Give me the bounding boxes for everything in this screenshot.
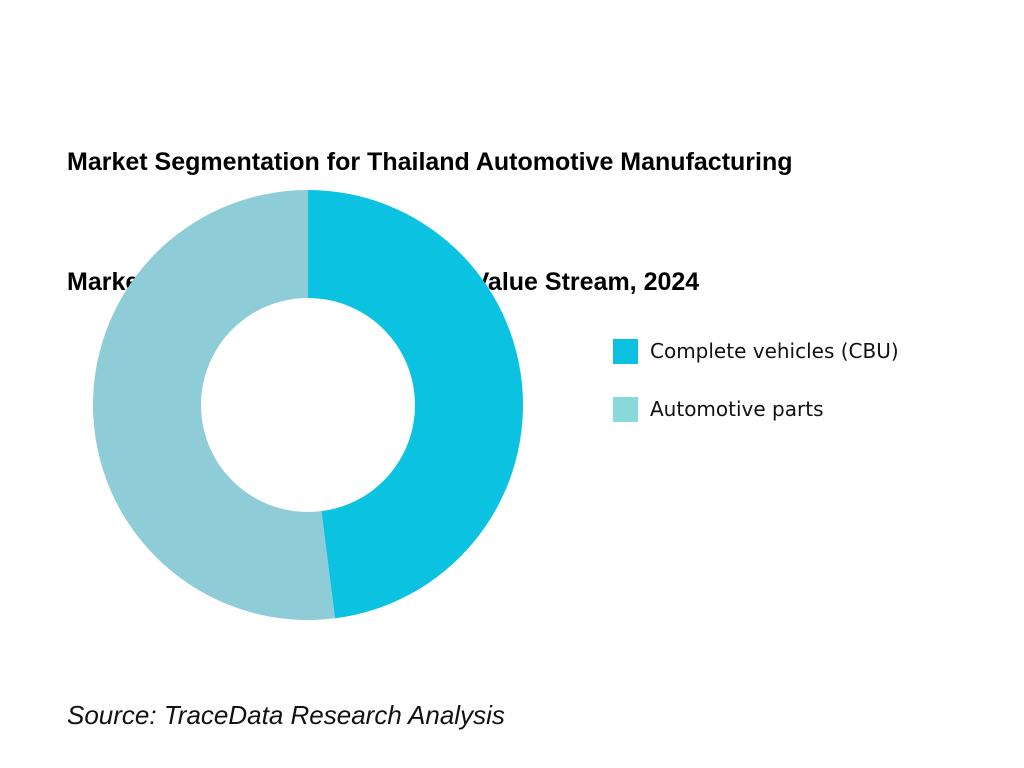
- chart-title-line-1: Market Segmentation for Thailand Automot…: [67, 148, 793, 176]
- donut-slice-1: [93, 190, 335, 620]
- legend-label: Complete vehicles (CBU): [650, 339, 899, 363]
- legend-label: Automotive parts: [650, 397, 824, 421]
- legend-item-parts: Automotive parts: [613, 394, 899, 424]
- source-note: Source: TraceData Research Analysis: [67, 700, 505, 730]
- legend: Complete vehicles (CBU) Automotive parts: [613, 336, 899, 452]
- legend-swatch: [613, 338, 638, 364]
- legend-item-cbu: Complete vehicles (CBU): [613, 336, 899, 366]
- legend-swatch: [613, 396, 638, 422]
- donut-slice-0: [308, 190, 524, 619]
